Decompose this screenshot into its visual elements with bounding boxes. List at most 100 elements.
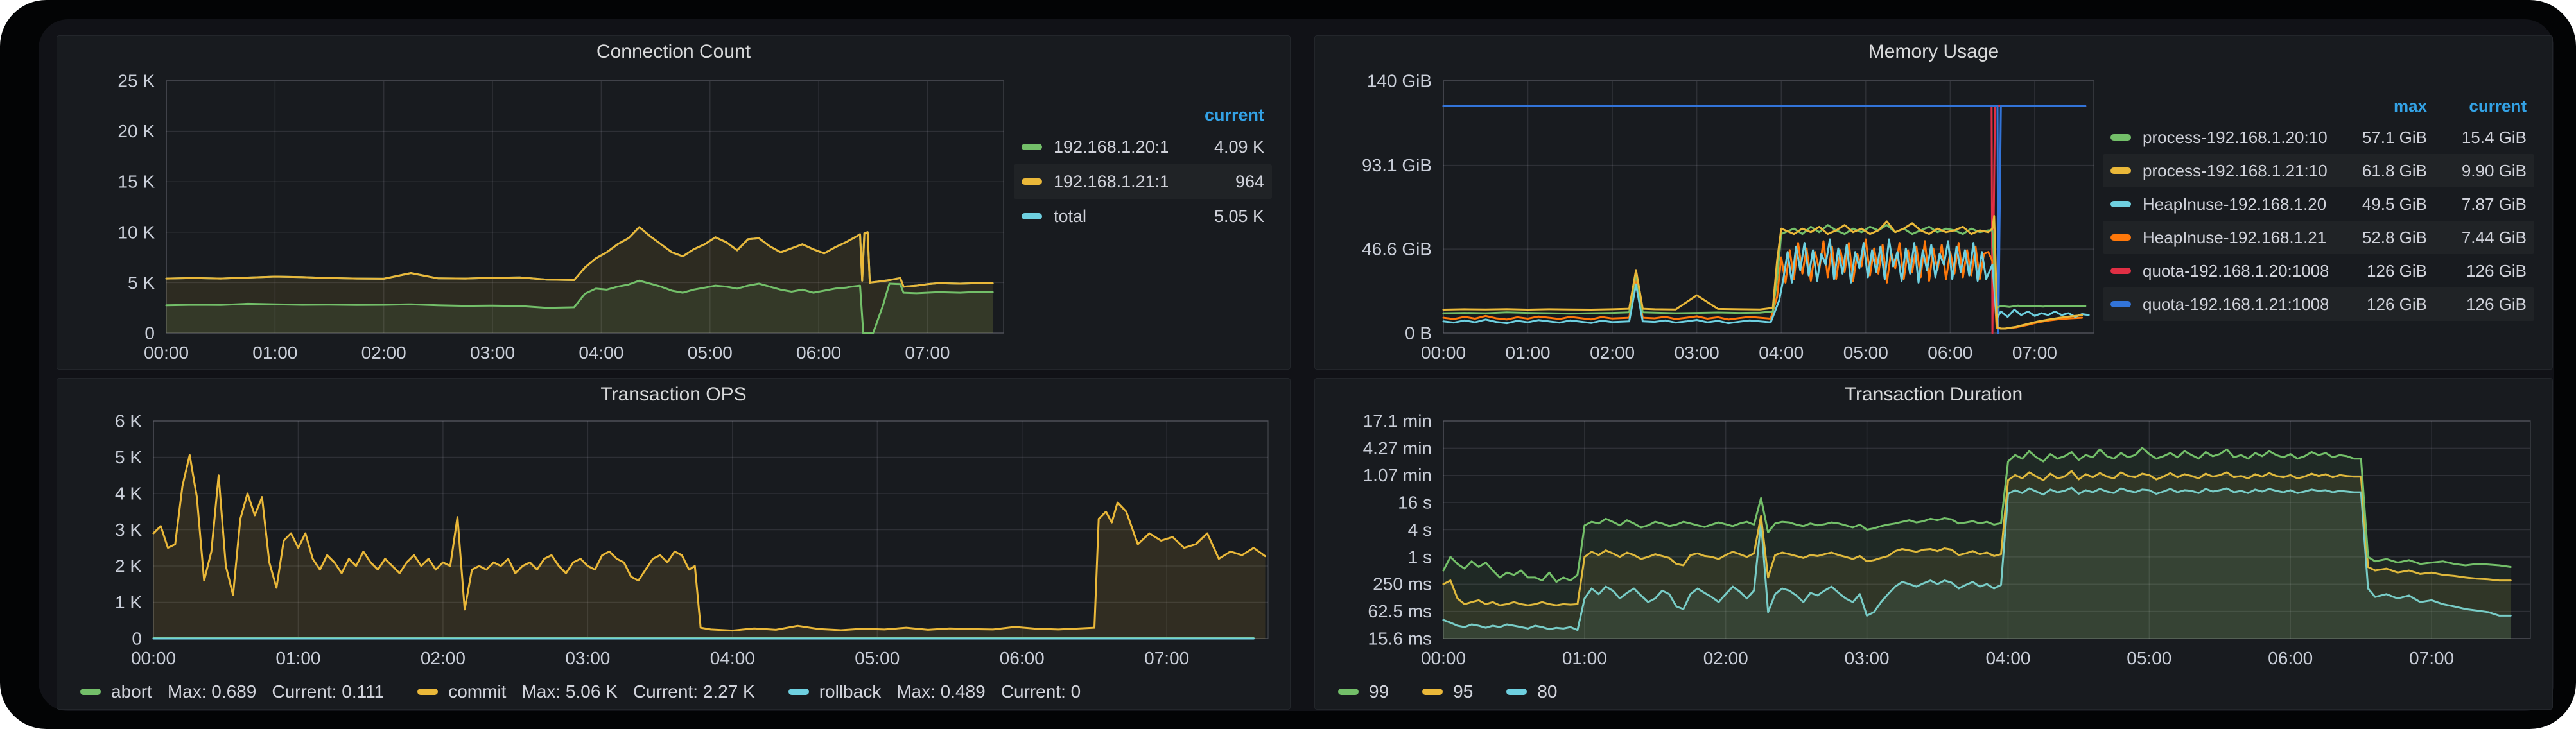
legend-value: 61.8 GiB xyxy=(2362,160,2427,180)
y-tick-label: 3 K xyxy=(115,520,142,540)
y-tick-label: 25 K xyxy=(117,71,155,91)
legend-label: process-192.168.1.20:10080 xyxy=(2143,127,2328,147)
legend-label: quota-192.168.1.20:10080 xyxy=(2143,261,2328,280)
legend-item[interactable]: HeapInuse-192.168.1.21:10080 52.8 GiB 7.44… xyxy=(2103,221,2534,254)
legend-label: commit xyxy=(448,682,507,701)
legend-item[interactable]: quota-192.168.1.21:10080 126 GiB 126 GiB xyxy=(2103,287,2534,321)
panel-title[interactable]: Transaction OPS xyxy=(600,384,747,405)
x-tick-label: 02:00 xyxy=(1590,343,1635,363)
panel-transaction-ops: Transaction OPS 0 1 K 2 K 3 K 4 K 5 K 6 K 00:00… xyxy=(57,378,1291,710)
chart-svg: 0 5 K 10 K 15 K 20 K 25 K 00:00 01:00 02:00 03:00… xyxy=(117,71,1004,363)
legend-item[interactable]: abort Max: 0.689 Current: 0.111 xyxy=(80,682,384,702)
x-tick-label: 03:00 xyxy=(1845,648,1890,668)
memory-usage-chart[interactable]: 0 B 46.6 GiB 93.1 GiB 140 GiB 00:00 01:00 02:0… xyxy=(1315,67,2103,369)
series-line-process-192.168.1.20:10080 xyxy=(1442,224,2087,315)
y-tick-label: 2 K xyxy=(115,556,142,576)
legend-label: total xyxy=(1054,206,1087,226)
x-tick-label: 07:00 xyxy=(2012,343,2057,363)
series-line-process-192.168.1.21:10080 xyxy=(1442,215,2084,330)
legend-color-swatch-icon xyxy=(2110,301,2131,307)
series-line-quota-192.168.1.21:10080 xyxy=(1442,105,2087,334)
panel-title[interactable]: Memory Usage xyxy=(1868,41,1999,62)
legend-item[interactable]: process-192.168.1.21:10080 61.8 GiB 9.90 G… xyxy=(2103,154,2534,187)
legend-item[interactable]: total 5.05 K xyxy=(1014,199,1272,234)
legend-column-current[interactable]: current xyxy=(2469,96,2527,116)
x-tick-label: 05:00 xyxy=(2127,648,2171,668)
plot-border xyxy=(1443,80,2094,334)
legend-label: rollback xyxy=(819,682,882,701)
legend-item[interactable]: process-192.168.1.20:10080 57.1 GiB 15.4 G… xyxy=(2103,121,2534,154)
y-tick-label: 20 K xyxy=(117,121,155,141)
panel-connection-count: Connection Count 0 5 K 10 K 15 K 20 K 25 K 00:… xyxy=(57,35,1291,370)
legend-item[interactable]: 99 xyxy=(1338,682,1389,702)
panel-title[interactable]: Transaction Duration xyxy=(1844,384,2023,405)
legend-value: 126 GiB xyxy=(2466,294,2527,314)
legend-color-swatch-icon xyxy=(1022,213,1042,219)
chart-svg: 0 1 K 2 K 3 K 4 K 5 K 6 K 00:00 01:00 02:00 03:00 0… xyxy=(115,411,1269,668)
x-tick-label: 06:00 xyxy=(2268,648,2313,668)
legend-stat: Current: 0.111 xyxy=(272,682,385,701)
x-tick-label: 05:00 xyxy=(855,648,900,668)
connection-count-legend: current 192.168.1.20:100804.09 K192.168.1… xyxy=(1014,67,1290,369)
series-line-99 xyxy=(1442,447,2512,583)
legend-label: 80 xyxy=(1537,682,1558,701)
x-tick-label: 03:00 xyxy=(470,343,515,363)
legend-item[interactable]: quota-192.168.1.20:10080 126 GiB 126 GiB xyxy=(2103,254,2534,287)
x-tick-label: 07:00 xyxy=(2409,648,2454,668)
x-tick-label: 02:00 xyxy=(1703,648,1748,668)
y-tick-label: 10 K xyxy=(117,222,155,242)
panel-transaction-duration: Transaction Duration 15.6 ms 62.5 ms 250 m… xyxy=(1314,378,2553,710)
y-tick-label: 250 ms xyxy=(1373,574,1432,594)
legend-column-current[interactable]: current xyxy=(1204,105,1264,124)
legend-label: process-192.168.1.21:10080 xyxy=(2143,160,2328,180)
y-tick-label: 93.1 GiB xyxy=(1362,155,1432,175)
legend-value: 15.4 GiB xyxy=(2461,127,2527,147)
series-line-HeapInuse-192.168.1.20:10080 xyxy=(1442,238,2090,325)
legend-color-swatch-icon xyxy=(2110,134,2131,141)
legend-label: 95 xyxy=(1453,682,1474,701)
y-tick-label: 1 K xyxy=(115,592,142,612)
legend-item[interactable]: 192.168.1.20:10080 4.09 K xyxy=(1014,130,1272,164)
y-tick-label: 15.6 ms xyxy=(1368,629,1432,649)
y-tick-label: 1.07 min xyxy=(1363,465,1432,485)
legend-color-swatch-icon xyxy=(1338,689,1359,695)
x-tick-label: 01:00 xyxy=(275,648,320,668)
legend-value: 57.1 GiB xyxy=(2362,127,2427,147)
transaction-duration-chart[interactable]: 15.6 ms 62.5 ms 250 ms 1 s 4 s 16 s 1.07 min 4.… xyxy=(1315,409,2552,674)
series-line-commit xyxy=(152,454,1266,632)
series-line-HeapInuse-192.168.1.21:10080 xyxy=(1442,238,2084,330)
legend-color-swatch-icon xyxy=(1422,689,1443,695)
transaction-ops-chart[interactable]: 0 1 K 2 K 3 K 4 K 5 K 6 K 00:00 01:00 02:00 03:00 0… xyxy=(57,409,1290,674)
legend-item[interactable]: rollback Max: 0.489 Current: 0 xyxy=(788,682,1081,702)
legend-color-swatch-icon xyxy=(2110,268,2131,274)
y-tick-label: 4 s xyxy=(1408,520,1432,540)
legend-column-max[interactable]: max xyxy=(2393,96,2427,116)
legend-item[interactable]: 80 xyxy=(1506,682,1557,702)
legend-label: quota-192.168.1.21:10080 xyxy=(2143,294,2328,314)
transaction-duration-legend: 99 95 80 xyxy=(1315,674,2552,709)
x-tick-label: 00:00 xyxy=(1421,343,1466,363)
connection-count-chart[interactable]: 0 5 K 10 K 15 K 20 K 25 K 00:00 01:00 02:00 03:00… xyxy=(57,67,1014,369)
legend-item[interactable]: 192.168.1.21:10080 964 xyxy=(1014,164,1272,199)
panel-title[interactable]: Connection Count xyxy=(596,41,751,62)
x-tick-label: 00:00 xyxy=(1421,648,1466,668)
x-tick-label: 01:00 xyxy=(252,343,297,363)
dashboard: Connection Count 0 5 K 10 K 15 K 20 K 25 K 00:… xyxy=(39,19,2554,711)
x-tick-label: 05:00 xyxy=(1843,343,1888,363)
y-tick-label: 46.6 GiB xyxy=(1362,239,1432,259)
plot-border xyxy=(1443,420,2531,639)
x-tick-label: 04:00 xyxy=(1759,343,1804,363)
y-tick-label: 17.1 min xyxy=(1363,411,1432,431)
legend-value: 126 GiB xyxy=(2466,261,2527,280)
chart-svg: 15.6 ms 62.5 ms 250 ms 1 s 4 s 16 s 1.07 min 4.… xyxy=(1363,411,2531,668)
x-tick-label: 00:00 xyxy=(131,648,176,668)
series-line-quota-192.168.1.20:10080 xyxy=(1442,105,2087,334)
legend-value: 49.5 GiB xyxy=(2362,194,2427,214)
x-tick-label: 01:00 xyxy=(1562,648,1607,668)
legend-item[interactable]: HeapInuse-192.168.1.20:10080 49.5 GiB 7.87… xyxy=(2103,187,2534,221)
legend-item[interactable]: commit Max: 5.06 K Current: 2.27 K xyxy=(417,682,755,702)
legend-item[interactable]: 95 xyxy=(1422,682,1473,702)
legend-value: 9.90 GiB xyxy=(2461,160,2527,180)
legend-label: abort xyxy=(111,682,152,701)
legend-value: 7.44 GiB xyxy=(2461,227,2527,247)
